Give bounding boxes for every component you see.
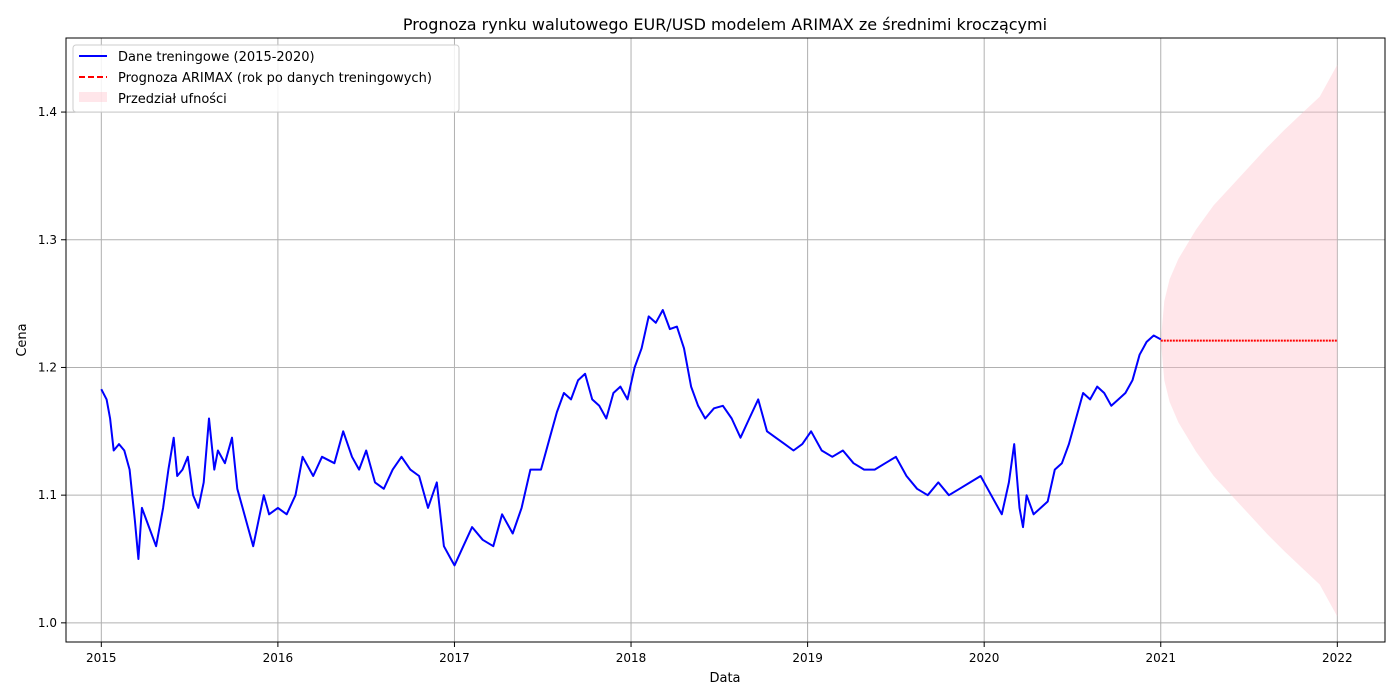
y-tick-label-1.0: 1.0 (38, 616, 57, 630)
y-tick-label-1.3: 1.3 (38, 233, 57, 247)
series-line-training (100, 309, 1162, 567)
legend-swatch-interval (79, 92, 107, 102)
series-layer (100, 309, 1338, 567)
x-tick-label-2015: 2015 (86, 651, 117, 665)
y-tick-label-1.1: 1.1 (38, 488, 57, 502)
legend-label-forecast: Prognoza ARIMAX (rok po danych treningow… (118, 71, 432, 86)
y-tick-label-1.4: 1.4 (38, 105, 57, 119)
legend: Dane treningowe (2015-2020) Prognoza ARI… (72, 44, 460, 113)
x-axis-label: Data (709, 671, 740, 686)
y-axis-label: Cena (15, 323, 30, 356)
y-axis-ticks: 1.0 1.1 1.2 1.3 1.4 (38, 105, 66, 630)
x-tick-label-2020: 2020 (969, 651, 1000, 665)
x-tick-label-2018: 2018 (616, 651, 647, 665)
legend-label-interval: Przedział ufności (118, 92, 227, 107)
x-tick-label-2016: 2016 (263, 651, 294, 665)
x-tick-label-2022: 2022 (1322, 651, 1353, 665)
legend-label-training: Dane treningowe (2015-2020) (118, 50, 315, 65)
legend-box (72, 44, 460, 113)
plot-frame (65, 37, 1386, 643)
y-tick-label-1.2: 1.2 (38, 360, 57, 374)
chart-title: Prognoza rynku walutowego EUR/USD modele… (403, 15, 1047, 34)
x-tick-label-2019: 2019 (792, 651, 823, 665)
x-axis-ticks: 2015 2016 2017 2018 2019 2020 2021 2022 (86, 642, 1353, 665)
x-tick-label-2021: 2021 (1145, 651, 1176, 665)
x-tick-label-2017: 2017 (439, 651, 470, 665)
